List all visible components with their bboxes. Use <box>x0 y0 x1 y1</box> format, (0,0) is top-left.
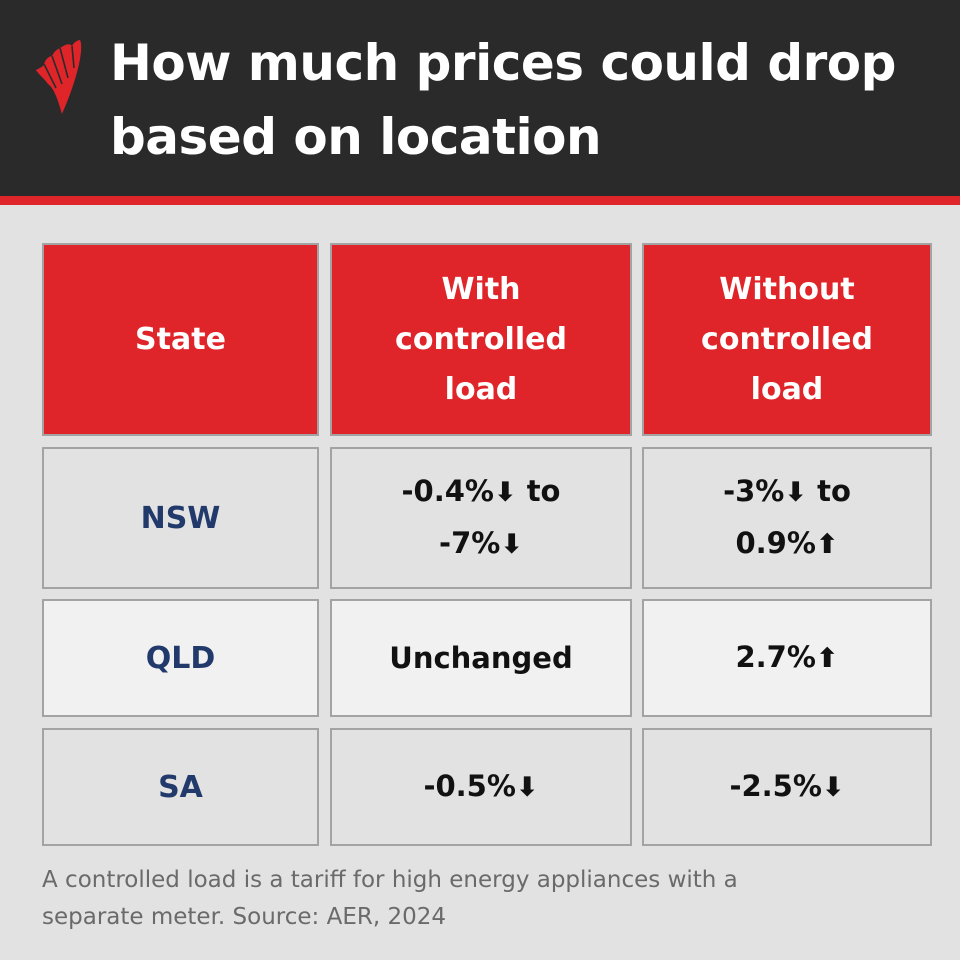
value-text: -7% <box>439 526 501 560</box>
column-header-label: controlled <box>395 321 567 357</box>
title-line-2: based on location <box>110 108 602 166</box>
page-title: How much prices could drop based on loca… <box>110 26 950 174</box>
table-cell-state: NSW <box>42 447 319 589</box>
table-cell-without-controlled-load: -2.5%⬇ <box>642 728 932 846</box>
value-text: 2.7% <box>735 640 816 674</box>
arrow-down-icon: ⬇ <box>515 772 539 803</box>
column-header-label: load <box>750 371 824 407</box>
value-text: -3% <box>723 474 785 508</box>
range-connector: to <box>807 474 851 508</box>
value-text: -0.5% <box>423 769 516 803</box>
table-cell-with-controlled-load: -0.4%⬇ to -7%⬇ <box>330 447 632 589</box>
range-connector: to <box>516 474 561 508</box>
state-label: NSW <box>140 500 221 536</box>
column-header-label: Without <box>719 271 855 307</box>
header-accent-stripe <box>0 196 960 205</box>
column-header-label: State <box>135 321 226 357</box>
table-cell-state: SA <box>42 728 319 846</box>
arrow-up-icon: ⬆ <box>815 643 839 674</box>
footnote-line-1: A controlled load is a tariff for high e… <box>42 867 738 893</box>
table-cell-with-controlled-load: Unchanged <box>330 599 632 717</box>
footnote: A controlled load is a tariff for high e… <box>42 862 922 936</box>
table-cell-without-controlled-load: -3%⬇ to 0.9%⬆ <box>642 447 932 589</box>
value-text: Unchanged <box>389 641 573 675</box>
table-cell-with-controlled-load: -0.5%⬇ <box>330 728 632 846</box>
sbs-logo-icon <box>36 40 82 114</box>
value-text: -2.5% <box>729 769 822 803</box>
header-banner: How much prices could drop based on loca… <box>0 0 960 196</box>
footnote-line-2: separate meter. Source: AER, 2024 <box>42 904 447 930</box>
title-line-1: How much prices could drop <box>110 34 896 92</box>
arrow-down-icon: ⬇ <box>493 477 517 508</box>
arrow-down-icon: ⬇ <box>821 772 845 803</box>
column-header-state: State <box>42 243 319 436</box>
table-cell-state: QLD <box>42 599 319 717</box>
column-header-label: With <box>441 271 521 307</box>
arrow-up-icon: ⬆ <box>815 529 839 560</box>
state-label: SA <box>158 769 203 805</box>
value-text: -0.4% <box>401 474 494 508</box>
column-header-without-controlled-load: Without controlled load <box>642 243 932 436</box>
state-label: QLD <box>145 640 216 676</box>
column-header-label: load <box>444 371 518 407</box>
value-text: 0.9% <box>735 526 816 560</box>
table-cell-without-controlled-load: 2.7%⬆ <box>642 599 932 717</box>
arrow-down-icon: ⬇ <box>784 477 807 508</box>
column-header-label: controlled <box>701 321 873 357</box>
arrow-down-icon: ⬇ <box>500 529 523 560</box>
column-header-with-controlled-load: With controlled load <box>330 243 632 436</box>
